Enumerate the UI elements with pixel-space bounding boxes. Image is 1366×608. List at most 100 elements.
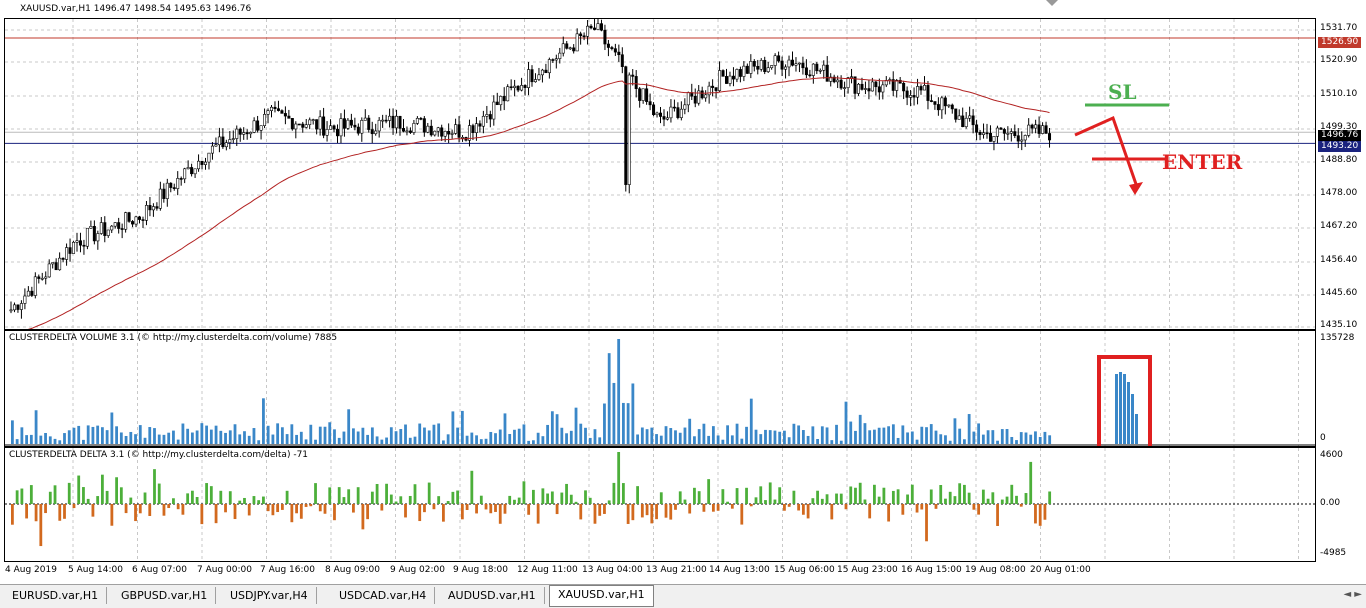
candle-body xyxy=(92,226,96,242)
candle-body xyxy=(579,33,583,37)
delta-bar-positive xyxy=(375,483,379,504)
delta-bar-positive xyxy=(939,485,943,504)
candle-body xyxy=(617,51,621,56)
candle-body xyxy=(332,125,336,130)
delta-bar-negative xyxy=(91,504,95,517)
candle-body xyxy=(742,65,746,77)
tab-scroll-arrows[interactable]: ◄ ► xyxy=(1343,589,1362,600)
candle-body xyxy=(554,58,558,61)
volume-bar xyxy=(58,440,62,444)
candle-body xyxy=(78,240,82,246)
volume-bar xyxy=(603,403,606,444)
volume-bar xyxy=(1015,440,1018,444)
volume-bar xyxy=(29,434,33,444)
candle-body xyxy=(968,115,972,119)
delta-bar-positive xyxy=(389,494,393,504)
candle-body xyxy=(363,117,367,121)
candle-body xyxy=(51,262,55,265)
delta-bar-negative xyxy=(442,504,445,522)
candle-body xyxy=(568,47,572,50)
volume-bar xyxy=(370,427,374,444)
candle-body xyxy=(808,74,812,77)
candle-body xyxy=(214,144,218,147)
delta-bar-negative xyxy=(475,504,478,514)
time-axis-label: 7 Aug 16:00 xyxy=(260,565,315,575)
price-chart-pane[interactable] xyxy=(4,18,1316,330)
volume-indicator-pane[interactable] xyxy=(4,330,1316,447)
chart-tab[interactable]: USDCAD.var,H4 xyxy=(331,587,436,604)
volume-bar xyxy=(891,424,895,444)
delta-bar-positive xyxy=(252,496,256,504)
candle-body xyxy=(492,101,496,120)
delta-bar-positive xyxy=(470,470,474,504)
chart-tab[interactable]: GBPUSD.var,H1 xyxy=(113,587,217,604)
delta-bar-positive xyxy=(707,479,711,504)
delta-bar-positive xyxy=(891,490,895,504)
volume-bar xyxy=(749,398,753,444)
candle-body xyxy=(860,83,864,90)
price-scale-label: 1435.10 xyxy=(1320,320,1358,330)
candle-body xyxy=(818,69,822,72)
volume-bar xyxy=(432,424,436,444)
volume-bar xyxy=(465,435,469,444)
volume-bar xyxy=(285,434,289,444)
volume-bar xyxy=(664,426,668,444)
delta-bar-negative xyxy=(650,504,654,524)
delta-bar-positive xyxy=(873,484,876,504)
candle-body xyxy=(669,106,673,119)
candle-body xyxy=(179,178,183,180)
candle-body xyxy=(766,67,770,72)
volume-bar xyxy=(361,427,365,444)
candle-body xyxy=(922,85,926,91)
candle-body xyxy=(801,62,805,69)
volume-bar xyxy=(513,429,516,444)
chart-menu-icon[interactable] xyxy=(1046,0,1058,6)
candle-body xyxy=(881,84,885,93)
candle-body xyxy=(829,76,833,82)
volume-bar xyxy=(811,426,815,444)
chart-tab[interactable]: EURUSD.var,H1 xyxy=(4,587,108,604)
delta-bar-positive xyxy=(129,497,133,504)
moving-average-line xyxy=(28,77,1050,329)
volume-bar xyxy=(295,434,298,444)
delta-bar-positive xyxy=(115,477,118,504)
volume-bar xyxy=(470,432,474,444)
candle-body xyxy=(381,119,385,122)
candle-body xyxy=(252,120,256,133)
chart-title: XAUUSD.var,H1 1496.47 1498.54 1495.63 14… xyxy=(20,4,252,14)
volume-bar xyxy=(797,425,801,444)
chart-tab[interactable]: USDJPY.var,H4 xyxy=(222,587,317,604)
chart-tab[interactable]: AUDUSD.var,H1 xyxy=(440,587,545,604)
volume-bar xyxy=(816,439,819,444)
candle-body xyxy=(679,108,683,118)
resistance-price-tag: 1526.90 xyxy=(1318,37,1362,48)
candle-body xyxy=(659,112,663,117)
candle-body xyxy=(318,116,322,130)
delta-bar-positive xyxy=(896,489,900,504)
candle-body xyxy=(707,85,711,96)
candle-body xyxy=(603,29,607,45)
candle-body xyxy=(450,133,454,135)
time-axis-label: 8 Aug 09:00 xyxy=(325,565,380,575)
volume-bar xyxy=(238,434,242,444)
delta-bar-positive xyxy=(186,493,190,504)
candle-body xyxy=(315,119,319,130)
volume-bar xyxy=(460,410,464,444)
volume-bar-highlight xyxy=(1131,394,1134,444)
volume-bar xyxy=(427,430,431,444)
candle-body xyxy=(99,222,103,234)
candle-body xyxy=(655,112,659,116)
delta-bar-positive xyxy=(172,498,175,504)
candle-body xyxy=(447,130,451,135)
volume-bar xyxy=(759,434,763,444)
delta-indicator-pane[interactable] xyxy=(4,447,1316,562)
volume-bar xyxy=(640,427,644,444)
candle-body xyxy=(235,128,239,139)
candle-body xyxy=(231,138,235,140)
candle-body xyxy=(804,67,808,76)
chart-tab[interactable]: XAUUSD.var,H1 xyxy=(549,585,654,607)
candle-body xyxy=(620,54,624,67)
candle-body xyxy=(297,123,301,126)
delta-bar-positive xyxy=(745,487,748,504)
price-scale-label: 1456.40 xyxy=(1320,255,1358,265)
